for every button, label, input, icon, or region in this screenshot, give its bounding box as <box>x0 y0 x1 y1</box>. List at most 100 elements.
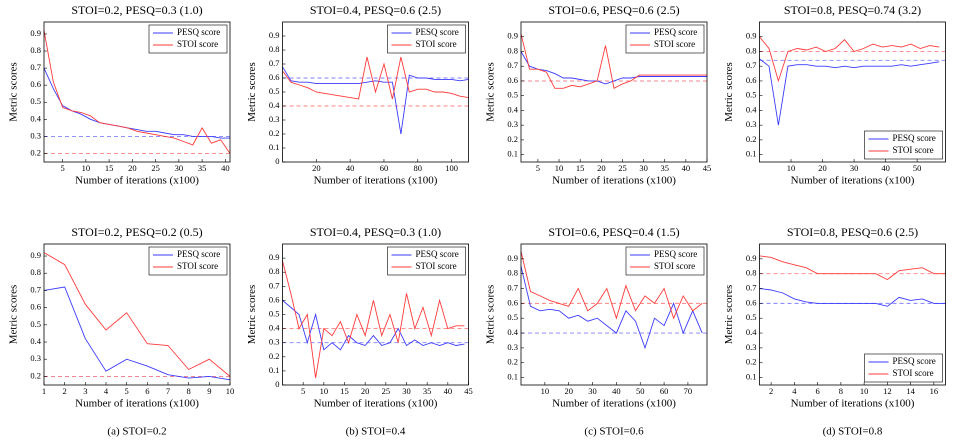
legend-box <box>625 24 705 54</box>
series-line <box>520 266 703 350</box>
y-tick-label: 0.7 <box>30 284 41 294</box>
chart-title: STOI=0.2, PESQ=0.2 (0.5) <box>71 225 202 239</box>
y-tick-label: 0.8 <box>269 266 280 276</box>
x-tick-label: 40 <box>881 163 890 173</box>
y-tick-label: 0.7 <box>746 60 757 70</box>
x-tick-label: 2 <box>769 386 773 396</box>
chart-title: STOI=0.4, PESQ=0.3 (1.0) <box>310 225 441 239</box>
y-tick-label: 0.6 <box>746 75 757 85</box>
chart-title: STOI=0.6, PESQ=0.4 (1.5) <box>548 225 679 239</box>
y-tick-label: 0.4 <box>269 100 280 110</box>
legend-label: PESQ score <box>416 27 459 37</box>
y-tick-label: 0.2 <box>269 351 280 361</box>
series-line <box>520 51 707 85</box>
y-tick-label: 0.6 <box>746 297 757 307</box>
y-tick-label: 0.5 <box>507 90 518 100</box>
legend-box <box>625 246 705 276</box>
x-tick-label: 50 <box>636 386 645 396</box>
x-tick-label: 4 <box>792 386 797 396</box>
y-tick-label: 0.9 <box>30 28 41 38</box>
y-tick-label: 0.1 <box>507 149 518 159</box>
legend-label: STOI score <box>177 39 218 49</box>
y-tick-label: 0.4 <box>746 327 757 337</box>
x-tick-label: 100 <box>445 163 458 173</box>
x-tick-label: 25 <box>382 386 391 396</box>
y-axis-label: Metric scores <box>246 62 258 122</box>
x-tick-label: 10 <box>787 163 796 173</box>
chart-title: STOI=0.8, PESQ=0.6 (2.5) <box>787 225 918 239</box>
series-line <box>759 255 946 281</box>
y-tick-label: 0.4 <box>746 104 757 114</box>
x-tick-label: 20 <box>361 386 370 396</box>
y-tick-label: 0.6 <box>269 72 280 82</box>
y-tick-label: 0.4 <box>507 104 518 114</box>
y-tick-label: 0.9 <box>746 253 757 263</box>
legend-box <box>387 246 466 276</box>
x-tick-label: 20 <box>818 163 827 173</box>
series-line <box>282 300 465 351</box>
plot-frame <box>43 243 231 386</box>
y-axis-label: Metric scores <box>485 285 497 345</box>
y-tick-label: 0.2 <box>746 134 757 144</box>
y-tick-label: 0.3 <box>507 342 518 352</box>
y-tick-label: 0.8 <box>30 267 41 277</box>
x-tick-label: 9 <box>207 386 211 396</box>
x-tick-label: 6 <box>145 386 149 396</box>
y-tick-label: 0.3 <box>746 119 757 129</box>
x-tick-label: 30 <box>402 386 411 396</box>
y-tick-label: 0.8 <box>30 45 41 55</box>
legend-label: PESQ score <box>893 133 936 143</box>
x-axis-label: Number of iterations (x100) <box>314 175 438 187</box>
y-tick-label: 0.7 <box>269 58 280 68</box>
x-tick-label: 10 <box>226 386 235 396</box>
legend-label: STOI score <box>416 261 457 271</box>
y-tick-label: 0.5 <box>269 308 280 318</box>
y-tick-label: 0.3 <box>746 342 757 352</box>
y-axis-label: Metric scores <box>8 285 20 345</box>
y-tick-label: 0.3 <box>269 114 280 124</box>
y-tick-label: 0.5 <box>746 90 757 100</box>
x-tick-label: 5 <box>60 163 64 173</box>
x-tick-label: 30 <box>588 386 597 396</box>
y-tick-label: 0.8 <box>507 268 518 278</box>
x-tick-label: 60 <box>660 386 669 396</box>
x-axis-label: Number of iterations (x100) <box>552 398 676 410</box>
x-tick-label: 15 <box>340 386 349 396</box>
x-tick-label: 15 <box>105 163 114 173</box>
x-tick-label: 4 <box>104 386 109 396</box>
x-axis-label: Number of iterations (x100) <box>791 398 915 410</box>
y-axis-label: Metric scores <box>246 285 258 345</box>
legend-label: STOI score <box>893 145 934 155</box>
y-tick-label: 0.9 <box>507 253 518 263</box>
x-tick-label: 70 <box>684 386 693 396</box>
y-tick-label: 0.3 <box>30 130 41 140</box>
y-tick-label: 0.8 <box>507 45 518 55</box>
legend-label: STOI score <box>654 39 695 49</box>
y-tick-label: 0.5 <box>746 312 757 322</box>
x-tick-label: 5 <box>301 386 305 396</box>
y-tick-label: 0.2 <box>746 357 757 367</box>
series-line <box>520 33 707 89</box>
x-tick-label: 35 <box>660 163 669 173</box>
y-tick-label: 0.6 <box>30 79 41 89</box>
chart-title: STOI=0.8, PESQ=0.74 (3.2) <box>784 3 921 17</box>
x-axis-label: Number of iterations (x100) <box>791 175 915 187</box>
series-line <box>759 288 946 307</box>
y-axis-label: Metric scores <box>485 62 497 122</box>
x-tick-label: 30 <box>850 163 859 173</box>
x-tick-label: 8 <box>187 386 191 396</box>
x-axis-label: Number of iterations (x100) <box>552 175 676 187</box>
x-tick-label: 10 <box>320 386 329 396</box>
y-tick-label: 0.9 <box>269 252 280 262</box>
y-tick-label: 0.3 <box>507 119 518 129</box>
y-tick-label: 0.9 <box>746 31 757 41</box>
chart-title: STOI=0.4, PESQ=0.6 (2.5) <box>310 3 441 17</box>
plot-frame <box>759 21 946 163</box>
x-tick-label: 40 <box>612 386 621 396</box>
plot-frame <box>520 243 708 386</box>
x-tick-label: 45 <box>703 163 712 173</box>
x-tick-label: 30 <box>639 163 648 173</box>
y-tick-label: 0.1 <box>269 365 280 375</box>
x-tick-label: 40 <box>221 163 230 173</box>
x-tick-label: 5 <box>536 163 540 173</box>
